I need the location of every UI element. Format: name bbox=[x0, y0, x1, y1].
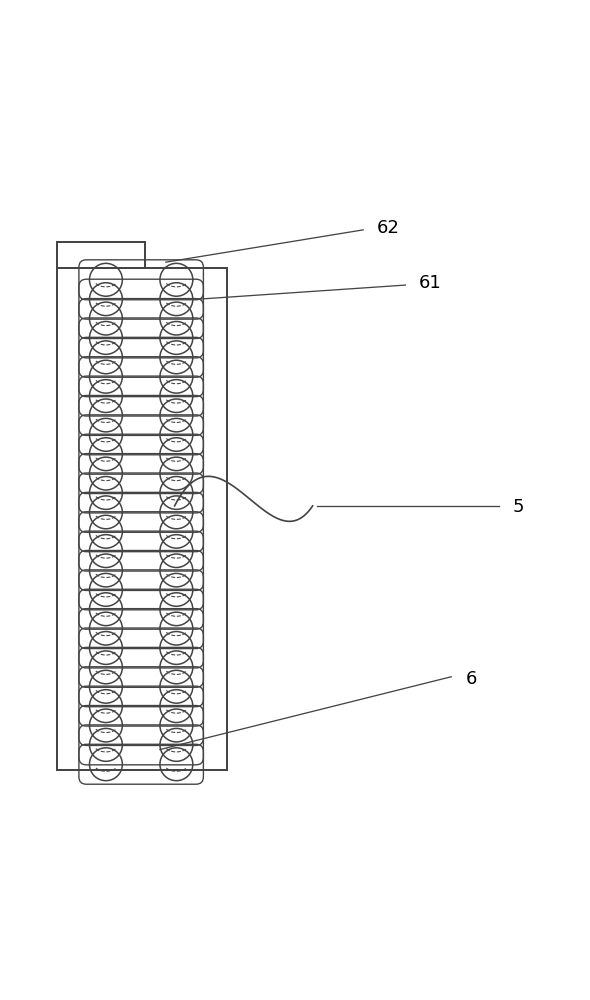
Text: 6: 6 bbox=[466, 670, 477, 688]
Text: 5: 5 bbox=[512, 498, 524, 516]
Text: 62: 62 bbox=[377, 219, 400, 237]
Text: 61: 61 bbox=[418, 274, 441, 292]
